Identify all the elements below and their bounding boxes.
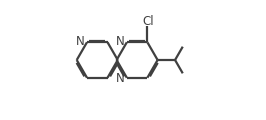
Text: N: N <box>116 35 125 48</box>
Text: N: N <box>116 72 125 85</box>
Text: N: N <box>76 35 85 48</box>
Text: Cl: Cl <box>142 15 154 28</box>
